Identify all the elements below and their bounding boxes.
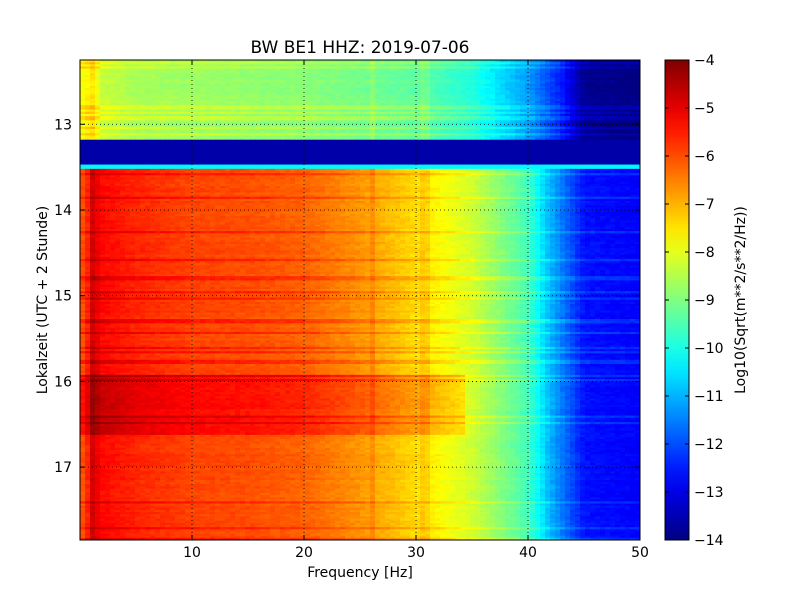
spectrogram-heatmap <box>80 60 640 540</box>
chart-title: BW BE1 HHZ: 2019-07-06 <box>250 38 469 58</box>
